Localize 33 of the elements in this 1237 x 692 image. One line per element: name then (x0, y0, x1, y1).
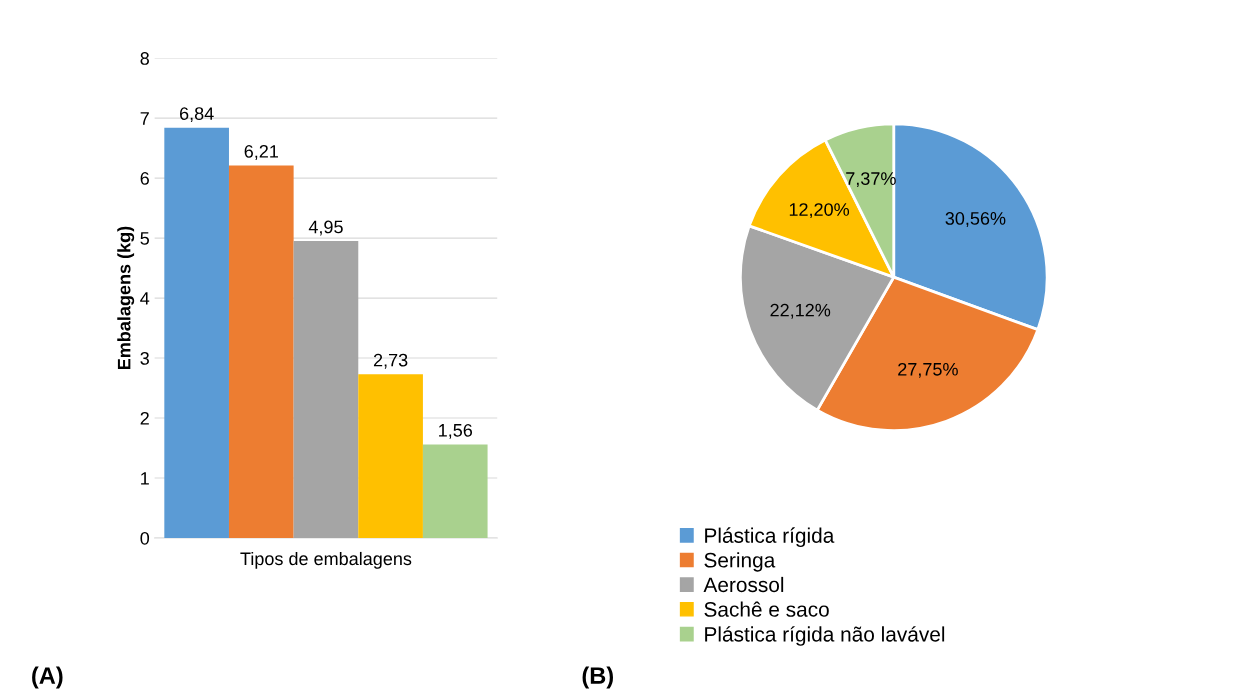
data-label: 27,75% (898, 362, 958, 378)
y-tick-label: 6 (140, 172, 149, 185)
text: (A) (32, 666, 63, 689)
bar (293, 241, 359, 539)
data-label: 12,20% (789, 203, 850, 219)
bar (358, 374, 423, 539)
y-tick-label: 8 (140, 52, 149, 65)
legend-label: Plástica rígida (705, 527, 835, 548)
data-label: 1,56 (439, 423, 473, 439)
data-label: 4,95 (308, 220, 343, 236)
y-tick-label: 4 (140, 292, 150, 305)
x-axis-title: Tipos de embalagens (240, 551, 412, 569)
bar (164, 127, 229, 539)
legend-label: Seringa (704, 552, 776, 572)
data-label: 2,73 (373, 353, 408, 369)
y-tick-label: 5 (140, 232, 150, 245)
legend-label: Sachê e saco (704, 601, 829, 617)
legend-label: Plástica rígida não lavável (705, 626, 945, 646)
data-label: 22,12% (770, 303, 831, 319)
bar (228, 165, 294, 539)
data-label: 7,37% (846, 172, 896, 188)
data-label: 6,84 (180, 107, 214, 123)
y-tick-label: 1 (141, 472, 149, 485)
y-tick-label: 0 (140, 531, 150, 545)
y-axis-title: Embalagens (kg) (117, 226, 135, 370)
y-tick-label: 3 (140, 352, 149, 365)
bar (422, 444, 488, 539)
y-tick-label: 7 (140, 112, 149, 125)
y-tick-label: 2 (140, 411, 149, 425)
data-label: 6,21 (244, 144, 278, 160)
data-label: 30,56% (945, 212, 1006, 227)
legend-label: Aerossol (703, 576, 784, 593)
text: (B) (582, 666, 613, 689)
